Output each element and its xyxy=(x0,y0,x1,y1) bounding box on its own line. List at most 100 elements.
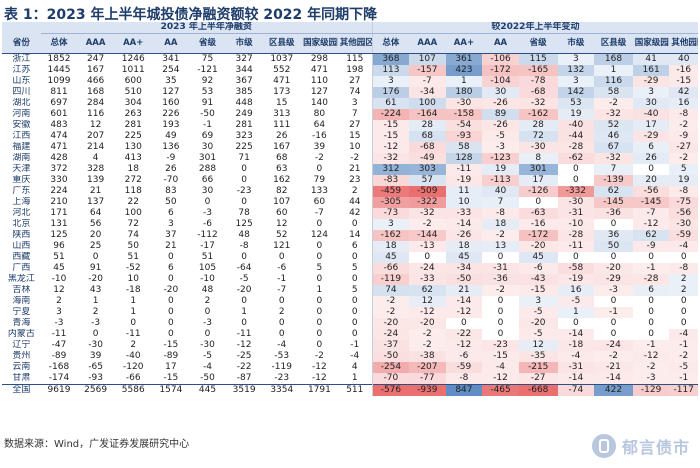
value-cell: 58 xyxy=(594,87,633,98)
group-header-2023: 2023 年上半年净融资 xyxy=(40,22,373,34)
value-cell: 45 xyxy=(445,252,483,263)
value-cell: -8 xyxy=(445,373,483,385)
value-cell: 167 xyxy=(87,65,105,75)
value-cell: 14 xyxy=(349,230,361,240)
value-cell: 18 xyxy=(371,241,409,252)
value-cell: 42 xyxy=(669,87,698,98)
column-header: 国家级园区 xyxy=(632,33,670,54)
value-cell: 48 xyxy=(238,230,250,240)
value-cell: -2 xyxy=(594,98,633,109)
value-cell: 107 xyxy=(408,53,446,65)
value-cell: 139 xyxy=(87,175,105,185)
value-cell: -75 xyxy=(669,197,698,208)
value-cell: -164 xyxy=(408,109,446,120)
value-cell: -31 xyxy=(557,208,595,219)
value-cell: -4 xyxy=(277,340,287,350)
value-cell: 43 xyxy=(89,285,102,295)
value-cell: 0 xyxy=(168,296,174,306)
value-cell: 12 xyxy=(276,219,288,229)
table-row: 陕西 125 20 74 37 -112 48 52 124 14 -162 -144 -26 -2 -17… xyxy=(2,230,698,241)
value-cell: -14 xyxy=(594,373,633,385)
value-cell: 26 xyxy=(632,153,670,164)
value-cell: 385 xyxy=(235,87,253,97)
value-cell: -68 xyxy=(408,142,446,153)
value-cell: 78 xyxy=(238,208,250,218)
value-cell: 301 xyxy=(518,164,558,175)
value-cell: -59 xyxy=(669,230,698,241)
value-cell: 214 xyxy=(87,142,105,152)
value-cell: 115 xyxy=(518,53,558,65)
value-cell: 0 xyxy=(610,252,617,262)
value-cell: 0 xyxy=(497,318,504,328)
value-cell: -16 xyxy=(312,131,327,141)
value-cell: -31 xyxy=(557,362,595,373)
column-header: 市级 xyxy=(225,33,263,54)
value-cell: 127 xyxy=(310,87,328,97)
value-cell: -104 xyxy=(482,76,519,87)
province-cell: 河北 xyxy=(12,208,31,218)
value-cell: -120 xyxy=(123,362,144,372)
value-cell: 1445 xyxy=(47,65,71,75)
value-cell: -32 xyxy=(371,153,409,164)
value-cell: 64 xyxy=(89,208,102,218)
value-cell: 40 xyxy=(669,53,698,65)
value-cell: -4 xyxy=(482,362,519,373)
value-cell: 171 xyxy=(50,208,68,218)
value-cell: -112 xyxy=(197,230,218,240)
value-cell: -509 xyxy=(408,186,446,197)
value-cell: -28 xyxy=(632,274,670,285)
value-cell: 847 xyxy=(445,384,483,396)
value-cell: 96 xyxy=(53,241,65,251)
value-cell: -162 xyxy=(518,109,558,120)
value-cell: 281 xyxy=(235,120,253,130)
value-cell: -87 xyxy=(236,373,252,383)
value-cell: 1246 xyxy=(121,54,145,64)
value-cell: 471 xyxy=(310,65,328,75)
value-cell: 0 xyxy=(204,329,211,339)
value-cell: -16 xyxy=(669,65,698,76)
value-cell: -121 xyxy=(197,65,218,75)
value-cell: 2 xyxy=(669,274,698,285)
value-cell: 69 xyxy=(201,131,214,141)
province-cell: 北京 xyxy=(12,219,31,229)
table-row: 湖南 428 4 413 -9 301 71 68 -2 -2 -32 -49 128 -123 8 -62-… xyxy=(2,153,698,164)
value-cell: 0 xyxy=(168,329,174,339)
value-cell: 71 xyxy=(238,153,250,163)
province-cell: 海南 xyxy=(12,296,31,306)
value-cell: 303 xyxy=(408,164,446,175)
table-row: 海南 2 1 1 0 2 0 0 0 0 -2 12 -14 0 3 -5 0 0 0 xyxy=(2,296,698,307)
value-cell: 0 xyxy=(497,329,504,339)
value-cell: 428 xyxy=(50,153,68,163)
value-cell: 0 xyxy=(572,318,579,328)
value-cell: -32 xyxy=(408,208,446,219)
value-cell: 0 xyxy=(316,340,323,350)
value-cell: 0 xyxy=(168,318,174,328)
value-cell: 26 xyxy=(165,164,177,174)
value-cell: -22 xyxy=(445,329,483,340)
value-cell: 22 xyxy=(127,197,139,207)
province-cell: 山东 xyxy=(12,76,31,86)
table-row: 山东 1099 466 600 35 92 367 471 110 27 3 -7 1 -104 -78 3 1… xyxy=(2,76,698,87)
value-cell: 17 xyxy=(165,362,177,372)
value-cell: 17 xyxy=(518,175,558,186)
table-row: 北京 131 56 72 3 -6 125 12 0 0 3 -2 -14 18 -16 -10 0 -12 -30 xyxy=(2,219,698,230)
value-cell: 51 xyxy=(127,252,139,262)
province-cell: 福建 xyxy=(12,142,31,152)
value-cell: -54 xyxy=(445,120,483,131)
value-cell: -24 xyxy=(594,340,633,351)
value-cell: 510 xyxy=(124,87,142,97)
value-cell: 2569 xyxy=(77,384,114,396)
value-cell: -117 xyxy=(669,384,698,396)
value-cell: -3 xyxy=(54,318,64,328)
value-cell: 1 xyxy=(92,296,99,306)
value-cell: -332 xyxy=(557,186,595,197)
table-row: 云南 -168 -65 -120 17 -4 -22 -119 -12 4 -254 -207 -59-… xyxy=(2,362,698,373)
value-cell: -29 xyxy=(594,274,633,285)
value-cell: 1 xyxy=(557,307,595,318)
value-cell: -2 xyxy=(594,351,633,362)
value-cell: 50 xyxy=(165,197,177,207)
value-cell: -50 xyxy=(445,274,483,285)
value-cell: -17 xyxy=(200,241,215,251)
value-cell: -65 xyxy=(88,362,103,372)
value-cell: -126 xyxy=(518,186,558,197)
